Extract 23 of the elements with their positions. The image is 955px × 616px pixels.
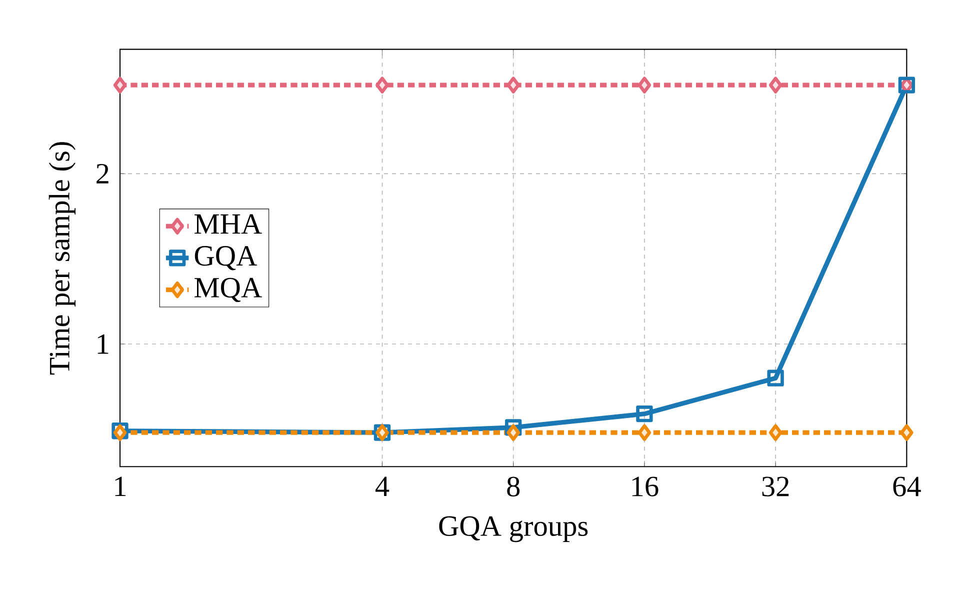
- x-tick-label: 16: [632, 476, 658, 496]
- x-tick-label: 32: [762, 476, 789, 496]
- legend-label: MQA: [194, 278, 262, 302]
- point: [506, 424, 520, 441]
- y-axis-title: Time per sample (s): [48, 142, 76, 375]
- point: [376, 76, 389, 94]
- point: [636, 406, 653, 422]
- point: [638, 424, 652, 441]
- x-tick-label: 1: [115, 476, 126, 496]
- point: [506, 76, 520, 94]
- x-tick-label: 64: [893, 476, 921, 496]
- x-tick-label: 8: [507, 476, 520, 496]
- point: [768, 76, 782, 94]
- legend-label: MHA: [194, 214, 262, 234]
- point: [505, 419, 522, 436]
- point: [638, 76, 652, 94]
- legend-label: GQA: [194, 246, 258, 270]
- point: [900, 424, 914, 441]
- y-tick-label: 2: [96, 164, 108, 184]
- x-tick-label: 4: [375, 476, 390, 496]
- point: [767, 370, 784, 386]
- point: [768, 424, 782, 441]
- x-axis-title: GQA groups: [439, 516, 588, 542]
